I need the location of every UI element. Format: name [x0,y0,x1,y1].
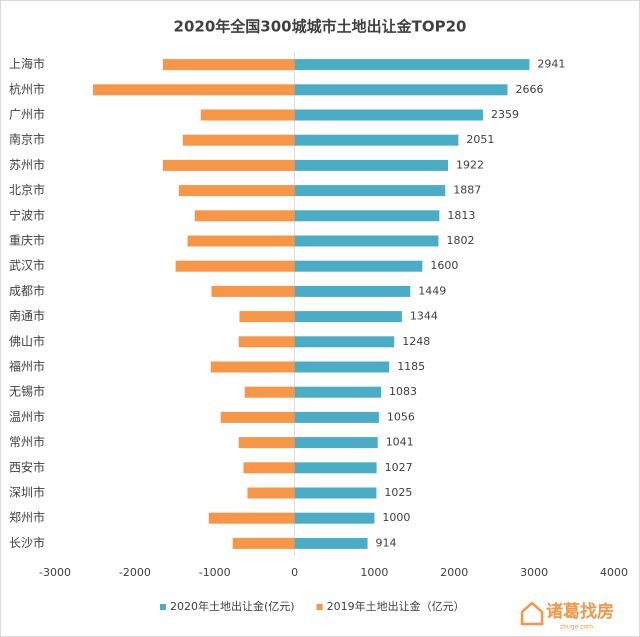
bar [244,386,295,398]
y-tick-label: 长沙市 [9,535,45,550]
y-tick-label: 宁波市 [9,207,45,222]
x-tick-label: 0 [291,566,298,579]
x-tick-label: 4000 [600,566,628,579]
data-label: 1449 [418,284,446,297]
y-tick-label: 温州市 [9,409,45,424]
bar [294,386,382,398]
bar [294,437,378,449]
bar [187,235,295,247]
y-tick-label: 上海市 [9,56,45,71]
data-label: 1027 [385,461,413,474]
bar [294,134,459,146]
x-tick-label: -1000 [199,566,231,579]
bar [92,84,295,96]
bar [294,260,423,272]
bar [294,59,530,71]
bar [238,336,295,348]
bar [294,361,390,373]
bar [294,537,368,549]
y-tick-label: 北京市 [9,182,45,197]
bar [294,185,446,197]
x-tick-label: 1000 [360,566,388,579]
bar [232,537,295,549]
bar [294,84,508,96]
watermark-site: zhuge.com [560,624,593,631]
bar [294,235,439,247]
y-tick-label: 苏州市 [9,157,45,172]
y-tick-label: 郑州市 [9,510,45,525]
y-tick-label: 深圳市 [9,485,45,500]
data-label: 1344 [410,310,438,323]
y-tick-label: 西安市 [9,459,45,474]
chart-title: 2020年全国300城城市土地出让金TOP20 [174,18,467,36]
bar [294,311,402,323]
bar [239,311,295,323]
y-tick-label: 常州市 [9,434,45,449]
bar [162,159,295,171]
data-label: 1887 [453,184,481,197]
data-label: 1802 [446,234,474,247]
y-tick-label: 南通市 [9,308,45,323]
bar [238,437,295,449]
bar [294,285,411,297]
y-tick-label: 广州市 [9,107,45,122]
bar [178,185,295,197]
x-tick-label: 3000 [520,566,548,579]
data-label: 1083 [389,385,417,398]
y-tick-label: 杭州市 [9,81,45,96]
data-label: 2051 [466,133,494,146]
bar [294,462,377,474]
data-label: 2666 [515,83,543,96]
data-label: 1041 [386,436,414,449]
x-tick-label: 2000 [440,566,468,579]
y-tick-label: 佛山市 [9,333,45,348]
bar [182,134,295,146]
data-label: 1600 [430,259,458,272]
y-tick-label: 南京市 [9,132,45,147]
data-label: 1185 [397,360,425,373]
y-tick-label: 武汉市 [9,258,45,273]
bar [210,361,295,373]
y-tick-label: 成都市 [9,283,45,298]
legend-label: 2019年土地出让金（亿元） [327,599,465,613]
x-tick-label: -2000 [119,566,151,579]
bar [162,59,295,71]
bar [243,462,295,474]
watermark-brand: 诸葛找房 [546,601,614,622]
bar [294,109,483,121]
bar [294,411,379,423]
bar [294,512,375,524]
legend-swatch [316,604,323,610]
y-tick-label: 重庆市 [9,233,45,248]
bar [294,210,440,222]
bar [247,487,295,499]
bar [294,336,395,348]
data-label: 1922 [456,158,484,171]
y-tick-label: 福州市 [9,359,45,374]
data-label: 2359 [491,108,519,121]
data-label: 1248 [402,335,430,348]
bar [200,109,295,121]
watermark: 诸葛找房 zhuge.com [520,601,614,631]
legend-swatch [160,604,166,610]
legend-label: 2020年土地出让金(亿元) [170,599,295,613]
bar [175,260,295,272]
data-label: 1025 [384,486,412,499]
data-label: 1000 [382,511,410,524]
data-label: 1813 [447,209,475,222]
bar [220,411,295,423]
bar [208,512,295,524]
x-tick-label: -3000 [39,566,71,579]
bar [294,487,377,499]
bar [294,159,449,171]
watermark-icon [520,601,544,626]
data-label: 1056 [387,410,415,423]
data-label: 2941 [537,58,565,71]
data-label: 914 [376,536,397,549]
bar [194,210,295,222]
y-tick-label: 无锡市 [9,384,45,399]
bar [211,285,295,297]
